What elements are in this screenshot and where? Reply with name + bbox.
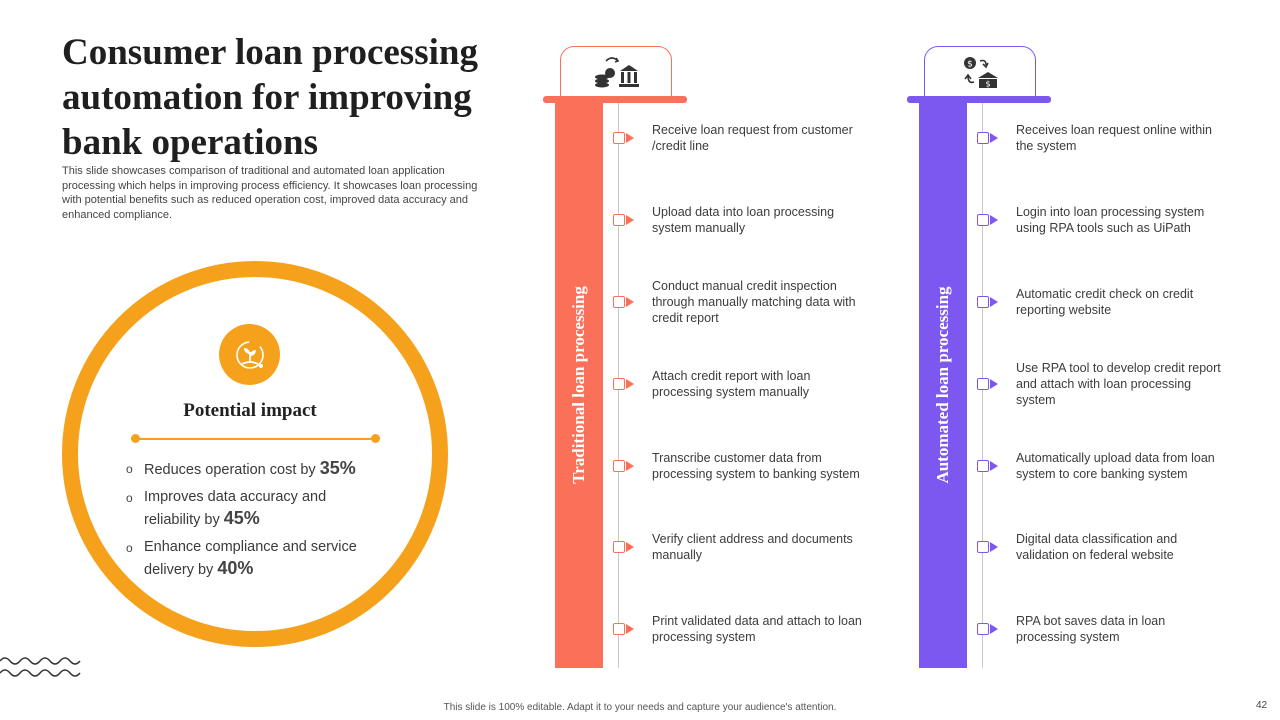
divider-dot-left bbox=[131, 434, 140, 443]
slide-title: Consumer loan processing automation for … bbox=[62, 32, 478, 163]
step-arrow-icon bbox=[626, 297, 634, 307]
step-marker bbox=[613, 214, 625, 226]
step-marker bbox=[613, 132, 625, 144]
impact-divider bbox=[135, 438, 375, 440]
impact-ring bbox=[62, 261, 448, 647]
step-arrow-icon bbox=[626, 133, 634, 143]
step-marker bbox=[613, 460, 625, 472]
step-arrow-icon bbox=[626, 624, 634, 634]
automated-column-bar bbox=[919, 103, 967, 668]
coins-bank-icon bbox=[595, 56, 639, 87]
page-number: 42 bbox=[1256, 700, 1268, 711]
traditional-tab-bar bbox=[543, 96, 687, 103]
step-arrow-icon bbox=[990, 133, 998, 143]
traditional-column-label: Traditional loan processing bbox=[569, 286, 588, 484]
step-marker bbox=[613, 296, 625, 308]
step-marker bbox=[977, 460, 989, 472]
growth-hand-icon bbox=[219, 324, 280, 385]
impact-bullets: Reduces operation cost by 35% Improves d… bbox=[126, 458, 376, 587]
slide-subtitle: This slide showcases comparison of tradi… bbox=[62, 165, 478, 221]
step-marker bbox=[977, 623, 989, 635]
slide-footer: This slide is 100% editable. Adapt it to… bbox=[443, 702, 837, 713]
step-arrow-icon bbox=[626, 379, 634, 389]
money-bank-exchange-icon: $ $ bbox=[964, 56, 998, 88]
automated-tab-bar bbox=[907, 96, 1051, 103]
step-marker bbox=[977, 378, 989, 390]
traditional-header-tab bbox=[560, 46, 672, 98]
step-marker bbox=[977, 214, 989, 226]
step-marker bbox=[613, 378, 625, 390]
automated-step-text: Login into loan processing system using … bbox=[1016, 205, 1205, 235]
traditional-column-bar bbox=[555, 103, 603, 668]
step-marker bbox=[977, 132, 989, 144]
divider-dot-right bbox=[371, 434, 380, 443]
impact-bullet: Enhance compliance and service delivery … bbox=[126, 537, 376, 581]
step-arrow-icon bbox=[990, 542, 998, 552]
step-arrow-icon bbox=[990, 461, 998, 471]
step-arrow-icon bbox=[626, 461, 634, 471]
automated-column-label: Automated loan processing bbox=[933, 286, 952, 484]
automated-header-tab: $ $ bbox=[924, 46, 1036, 98]
automated-step-text: RPA bot saves data in loan processing sy… bbox=[1016, 614, 1166, 644]
svg-text:$: $ bbox=[985, 79, 990, 88]
traditional-step-text: Upload data into loan processing system … bbox=[652, 205, 835, 235]
automated-step-text: Digital data classification and validati… bbox=[1016, 532, 1178, 562]
step-arrow-icon bbox=[626, 215, 634, 225]
traditional-step-text: Attach credit report with loan processin… bbox=[652, 369, 811, 399]
step-arrow-icon bbox=[626, 542, 634, 552]
squiggle-decoration bbox=[0, 657, 81, 677]
step-arrow-icon bbox=[990, 379, 998, 389]
step-marker bbox=[977, 541, 989, 553]
step-marker bbox=[613, 541, 625, 553]
impact-bullet: Improves data accuracy and reliability b… bbox=[126, 487, 376, 531]
traditional-step-text: Conduct manual credit inspection through… bbox=[652, 279, 856, 325]
automated-step-text: Automatically upload data from loan syst… bbox=[1016, 451, 1215, 481]
impact-bullet: Reduces operation cost by 35% bbox=[126, 458, 376, 481]
automated-step-text: Automatic credit check on credit reporti… bbox=[1016, 287, 1194, 317]
step-arrow-icon bbox=[990, 215, 998, 225]
step-marker bbox=[613, 623, 625, 635]
traditional-step-text: Transcribe customer data from processing… bbox=[652, 451, 860, 481]
impact-title: Potential impact bbox=[183, 400, 317, 421]
traditional-step-text: Verify client address and documents manu… bbox=[652, 532, 853, 562]
automated-step-text: Use RPA tool to develop credit report an… bbox=[1016, 361, 1221, 407]
traditional-step-text: Receive loan request from customer /cred… bbox=[652, 123, 853, 153]
step-arrow-icon bbox=[990, 624, 998, 634]
traditional-step-text: Print validated data and attach to loan … bbox=[652, 614, 862, 644]
step-arrow-icon bbox=[990, 297, 998, 307]
automated-step-text: Receives loan request online within the … bbox=[1016, 123, 1212, 153]
step-marker bbox=[977, 296, 989, 308]
svg-text:$: $ bbox=[967, 59, 973, 69]
